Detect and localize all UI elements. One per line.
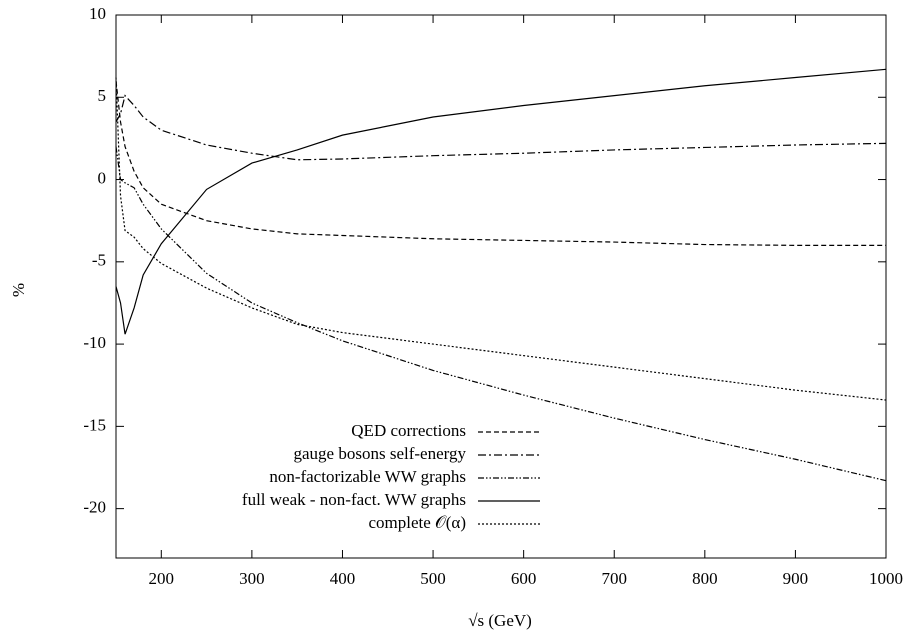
legend-label: QED corrections	[351, 421, 466, 440]
y-axis-label: %	[9, 283, 28, 297]
series-line	[115, 80, 886, 246]
x-tick-label: 400	[330, 569, 356, 588]
series-line	[115, 68, 887, 335]
plot-frame	[115, 14, 887, 559]
x-tick-label: 900	[783, 569, 809, 588]
series-line	[115, 94, 887, 161]
x-tick-label: 600	[511, 569, 537, 588]
y-tick-label: 10	[89, 4, 106, 23]
legend-label: complete 𝒪(α)	[369, 513, 467, 532]
y-tick-label: -10	[83, 333, 106, 352]
y-tick-label: -15	[83, 415, 106, 434]
y-tick-label: -20	[83, 498, 106, 517]
x-tick-label: 700	[601, 569, 627, 588]
y-tick-label: 0	[98, 168, 107, 187]
series-line	[115, 77, 887, 401]
series-line	[115, 146, 887, 482]
x-tick-label: 1000	[869, 569, 903, 588]
x-axis-label: √s (GeV)	[468, 611, 532, 630]
legend-label: non-factorizable WW graphs	[269, 467, 466, 486]
y-tick-label: -5	[92, 251, 106, 270]
legend-label: gauge bosons self-energy	[294, 444, 467, 463]
x-tick-label: 500	[420, 569, 446, 588]
x-tick-label: 300	[239, 569, 265, 588]
y-tick-label: 5	[98, 86, 107, 105]
x-tick-label: 800	[692, 569, 718, 588]
x-tick-label: 200	[149, 569, 175, 588]
legend-label: full weak - non-fact. WW graphs	[242, 490, 466, 509]
